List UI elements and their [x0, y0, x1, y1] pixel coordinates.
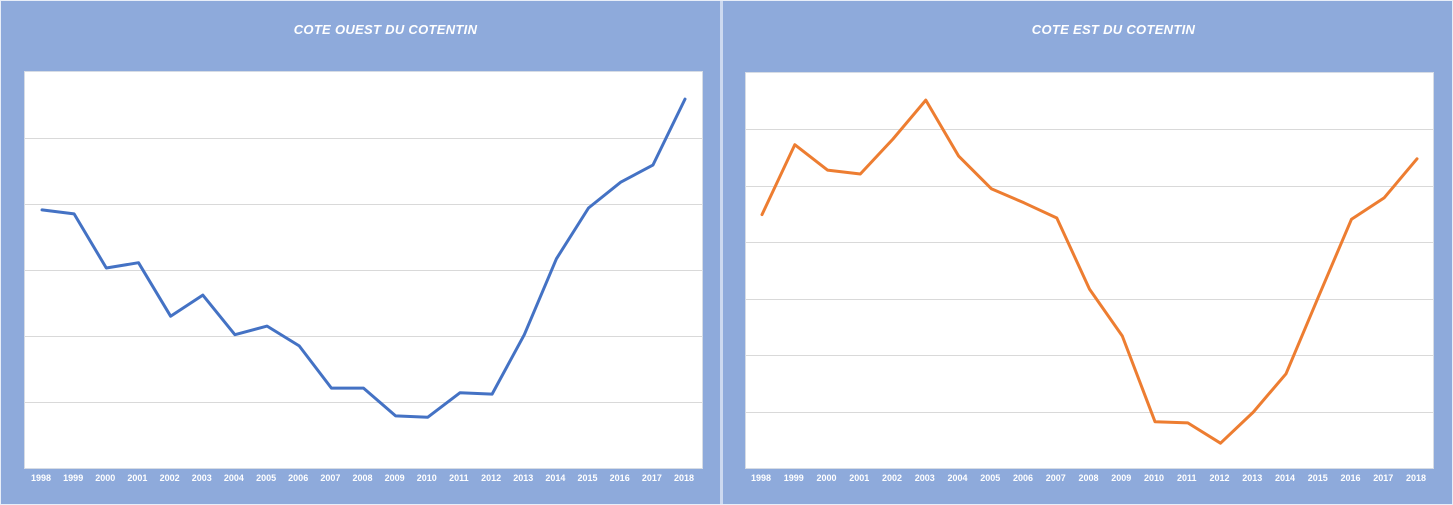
chart-panel-cote-est[interactable]: COTE EST DU COTENTIN 1998 1999 2000 2001 200…: [723, 1, 1452, 504]
gridline: [25, 336, 702, 337]
x-axis-tick-label: 2016: [1340, 473, 1361, 483]
x-axis-labels-cote-ouest: 1998 1999 2000 2001 2002 2003 2004 2005 2006 2007…: [1, 473, 720, 487]
gridline: [746, 185, 1433, 187]
x-axis-tick-label: 2012: [481, 473, 502, 483]
data-line: [760, 98, 1419, 445]
gridline: [746, 298, 1433, 300]
x-axis-tick-label: 2001: [127, 473, 148, 483]
x-axis-tick-label: 2013: [513, 473, 534, 483]
x-axis-tick-label: 2001: [849, 473, 870, 483]
x-axis-tick-label: 2011: [449, 473, 469, 483]
panel-divider: [720, 1, 723, 504]
x-axis-tick-label: 2018: [1405, 473, 1427, 483]
chart-panel-cote-ouest[interactable]: COTE OUEST DU COTENTIN 1998 1999 2000 2001 2…: [1, 1, 720, 504]
x-axis-tick-label: 2017: [1373, 473, 1394, 483]
x-axis-tick-label: 2017: [641, 473, 662, 483]
x-axis-tick-label: 2002: [159, 473, 180, 483]
line-series-cote-ouest: [40, 97, 687, 419]
x-axis-tick-label: 2011: [1177, 473, 1197, 483]
chart-title-cote-est: COTE EST DU COTENTIN: [1031, 22, 1196, 37]
x-axis-tick-label: 2012: [1209, 473, 1230, 483]
chart-title-cote-ouest: COTE OUEST DU COTENTIN: [293, 22, 478, 37]
x-axis-tick-label: 2002: [881, 473, 903, 483]
x-axis-tick-label: 1998: [750, 473, 772, 483]
gridline: [25, 204, 702, 205]
x-axis-tick-label: 2007: [320, 473, 341, 483]
x-axis-labels-cote-est: 1998 1999 2000 2001 2002 2003 2004 2005 2006 2007…: [723, 473, 1452, 487]
gridline: [25, 270, 702, 271]
x-axis-tick-label: 2014: [545, 473, 566, 483]
x-axis-tick-label: 2004: [223, 473, 244, 483]
x-axis-tick-label: 2009: [384, 473, 405, 483]
gridline: [746, 129, 1433, 131]
x-axis-tick-label: 2008: [352, 473, 373, 483]
gridline: [25, 138, 702, 139]
line-series-cote-est: [760, 98, 1419, 445]
x-axis-tick-label: 2015: [577, 473, 598, 483]
data-line: [40, 97, 687, 419]
x-axis-tick-label: 2005: [256, 473, 277, 483]
x-axis-tick-label: 2005: [980, 473, 1001, 483]
x-axis-tick-label: 2006: [288, 473, 309, 483]
x-axis-tick-label: 1998: [30, 473, 52, 483]
plot-area-cote-est: [745, 72, 1434, 469]
x-axis-tick-label: 1999: [63, 473, 84, 483]
x-axis-tick-label: 2008: [1078, 473, 1099, 483]
gridline: [746, 355, 1433, 357]
gridline: [746, 242, 1433, 244]
x-axis-tick-label: 2018: [673, 473, 695, 483]
x-axis-tick-label: 2000: [95, 473, 116, 483]
x-axis-tick-label: 2014: [1274, 473, 1296, 483]
plot-area-cote-ouest: [24, 71, 703, 469]
x-axis-tick-label: 2007: [1045, 473, 1066, 483]
gridline: [746, 411, 1433, 413]
x-axis-tick-label: 2013: [1242, 473, 1263, 483]
x-axis-tick-label: 2010: [416, 473, 437, 483]
x-axis-tick-label: 2006: [1012, 473, 1034, 483]
gridline: [25, 402, 702, 403]
x-axis-tick-label: 2004: [947, 473, 968, 483]
x-axis-tick-label: 2016: [609, 473, 630, 483]
x-axis-tick-label: 2003: [914, 473, 935, 483]
x-axis-tick-label: 1999: [783, 473, 804, 483]
x-axis-tick-label: 2010: [1143, 473, 1165, 483]
x-axis-tick-label: 2015: [1307, 473, 1328, 483]
x-axis-tick-label: 2000: [816, 473, 837, 483]
x-axis-tick-label: 2009: [1111, 473, 1132, 483]
x-axis-tick-label: 2003: [191, 473, 212, 483]
